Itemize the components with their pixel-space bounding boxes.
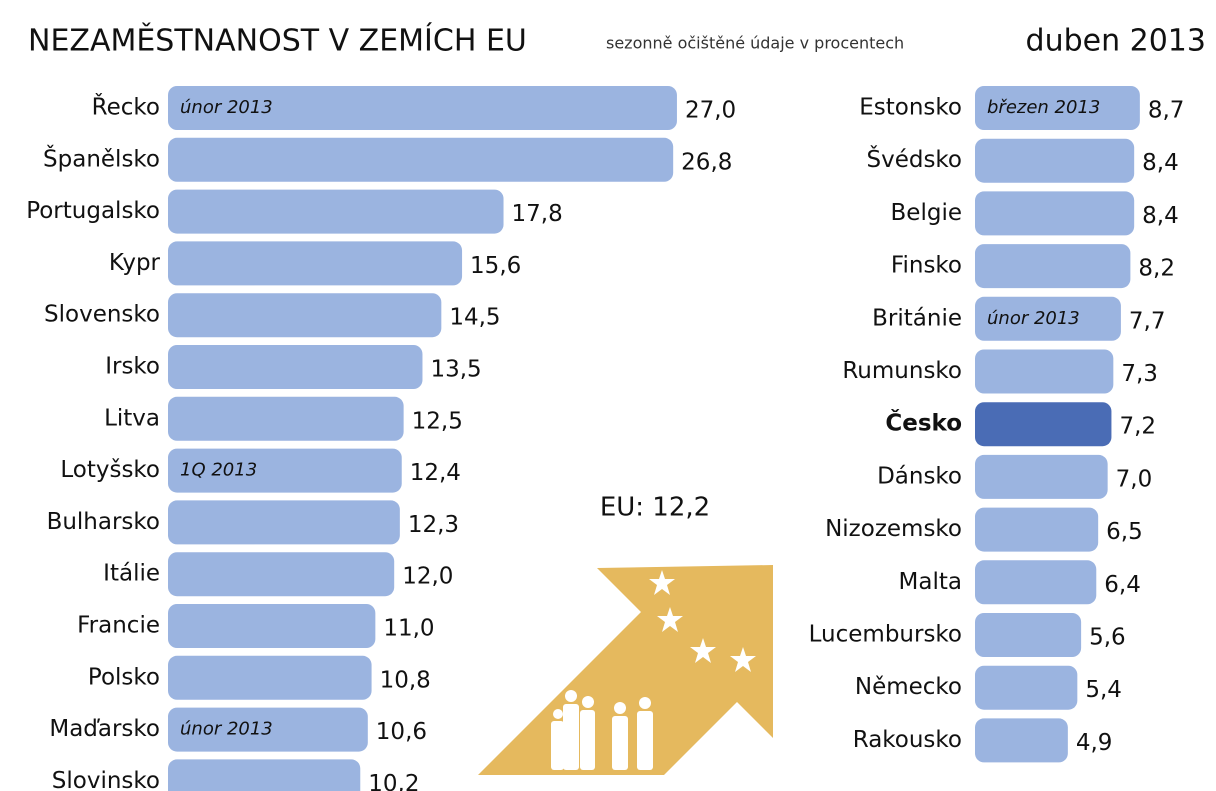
- category-label: Rakousko: [853, 727, 962, 753]
- value-label: 6,5: [1106, 519, 1143, 545]
- value-label: 15,6: [470, 253, 521, 279]
- category-label: Řecko: [92, 93, 160, 121]
- category-label: Irsko: [105, 354, 160, 380]
- category-label: Británie: [872, 305, 962, 331]
- value-label: 10,2: [368, 771, 419, 791]
- category-label: Itálie: [103, 561, 160, 587]
- value-label: 27,0: [685, 98, 736, 124]
- bar: [168, 86, 677, 130]
- value-label: 8,4: [1142, 203, 1179, 229]
- bar-note: únor 2013: [987, 308, 1080, 329]
- bar: [168, 707, 368, 752]
- category-label: Nizozemsko: [825, 516, 962, 542]
- value-label: 7,7: [1129, 308, 1166, 334]
- bar: [168, 655, 372, 700]
- value-label: 5,4: [1085, 677, 1122, 703]
- bar: [975, 244, 1131, 289]
- value-label: 6,4: [1104, 572, 1141, 598]
- bar: [975, 613, 1082, 657]
- value-label: 7,2: [1119, 414, 1156, 440]
- category-label: Francie: [77, 613, 160, 639]
- value-label: 13,5: [430, 357, 481, 383]
- value-label: 14,5: [449, 305, 500, 331]
- bar: [975, 138, 1135, 183]
- bar: [975, 665, 1078, 710]
- category-label: Rumunsko: [842, 358, 962, 384]
- bar: [168, 293, 442, 338]
- chart-title: NEZAMĚSTNANOST V ZEMÍCH EU: [28, 23, 527, 59]
- bar: [975, 86, 1140, 130]
- category-label: Dánsko: [877, 463, 962, 489]
- bar: [168, 448, 402, 493]
- bar: [975, 349, 1114, 394]
- bar-note: březen 2013: [987, 97, 1100, 118]
- bar: [975, 402, 1112, 447]
- value-label: 8,7: [1148, 98, 1185, 124]
- bar: [168, 500, 400, 545]
- value-label: 10,6: [376, 719, 427, 745]
- category-label: Estonsko: [859, 95, 962, 121]
- bar-note: únor 2013: [180, 719, 273, 740]
- value-label: 26,8: [681, 149, 732, 175]
- bar-note: únor 2013: [180, 97, 273, 118]
- category-label: Lotyšsko: [60, 457, 160, 483]
- bar: [975, 560, 1097, 605]
- bar: [975, 191, 1135, 236]
- category-label: Portugalsko: [26, 198, 160, 224]
- bar: [975, 296, 1121, 341]
- value-label: 7,0: [1116, 466, 1153, 492]
- bar: [975, 718, 1068, 763]
- value-label: 12,0: [402, 564, 453, 590]
- category-label: Polsko: [88, 664, 160, 690]
- bar: [168, 345, 423, 389]
- bar: [168, 241, 463, 286]
- category-label: Belgie: [891, 200, 962, 226]
- people: [551, 690, 653, 770]
- bar: [168, 137, 674, 182]
- chart-subtitle: sezonně očištěné údaje v procentech: [606, 34, 904, 53]
- category-label: Malta: [899, 569, 962, 595]
- bar: [168, 396, 404, 441]
- value-label: 10,8: [380, 667, 431, 693]
- category-label: Maďarsko: [49, 716, 160, 742]
- bar: [168, 604, 376, 648]
- stars: [649, 570, 756, 672]
- bar-note: 1Q 2013: [180, 460, 257, 481]
- bar: [168, 552, 395, 597]
- value-label: 17,8: [512, 201, 563, 227]
- bar: [975, 454, 1108, 499]
- category-label: Česko: [885, 409, 962, 437]
- category-label: Slovensko: [44, 302, 160, 328]
- category-label: Litva: [104, 405, 160, 431]
- category-label: Slovinsko: [52, 768, 160, 791]
- bar: [975, 507, 1099, 552]
- bar: [168, 189, 504, 234]
- value-label: 12,4: [410, 460, 461, 486]
- category-label: Německo: [855, 674, 962, 700]
- value-label: 12,5: [412, 408, 463, 434]
- category-label: Lucembursko: [809, 622, 962, 648]
- value-label: 7,3: [1121, 361, 1158, 387]
- category-label: Bulharsko: [47, 509, 160, 535]
- category-label: Kypr: [109, 250, 161, 276]
- value-label: 8,2: [1138, 256, 1175, 282]
- value-label: 11,0: [383, 616, 434, 642]
- value-label: 4,9: [1076, 730, 1113, 756]
- value-label: 5,6: [1089, 625, 1126, 651]
- category-label: Finsko: [891, 253, 962, 279]
- arrow-graphic: [478, 565, 773, 775]
- bar: [168, 759, 361, 791]
- value-label: 12,3: [408, 512, 459, 538]
- category-label: Švédsko: [866, 145, 962, 173]
- eu-annotation: EU: 12,2: [600, 493, 710, 523]
- value-label: 8,4: [1142, 150, 1179, 176]
- category-label: Španělsko: [43, 144, 160, 172]
- chart-date: duben 2013: [1026, 24, 1206, 59]
